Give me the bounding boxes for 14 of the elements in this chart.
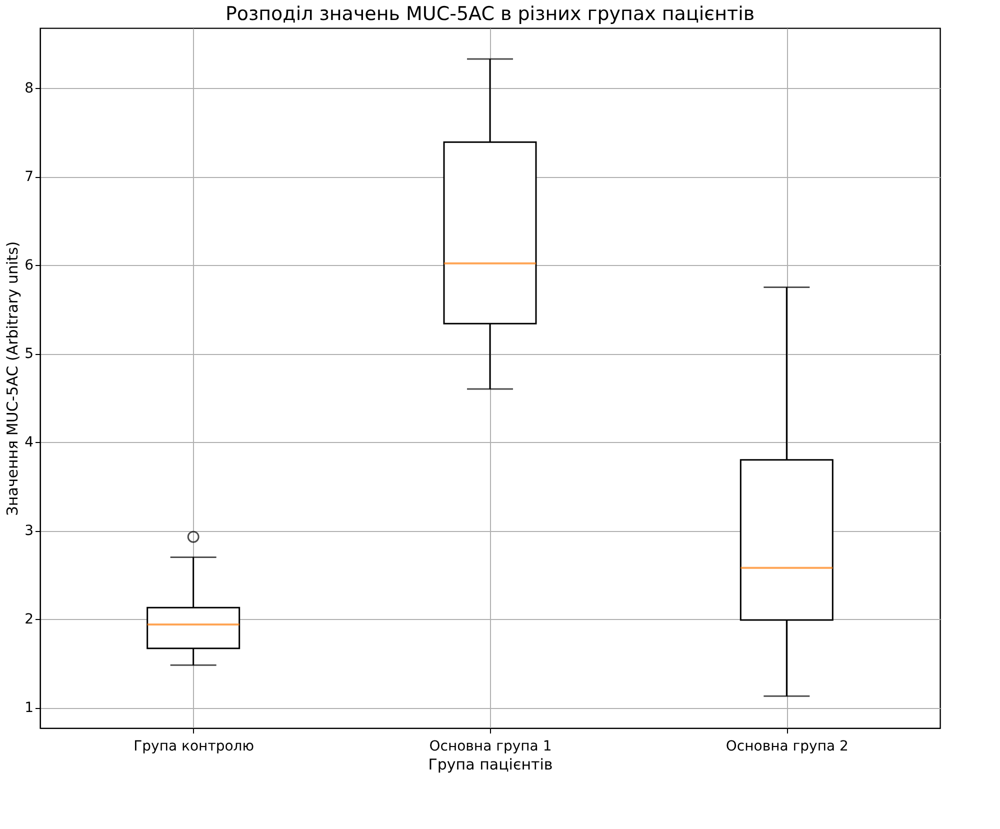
x-tick-label: Група контролю bbox=[134, 738, 254, 754]
chart-title: Розподіл значень MUC-5AC в різних групах пацієнтів bbox=[225, 3, 755, 25]
y-tick-label: 8 bbox=[24, 80, 34, 97]
x-axis-title: Група пацієнтів bbox=[428, 756, 553, 774]
y-tick-label: 2 bbox=[24, 612, 34, 628]
y-tick-label: 6 bbox=[24, 258, 34, 274]
y-tick-label: 5 bbox=[24, 346, 34, 362]
x-tick-label: Основна група 2 bbox=[726, 738, 848, 754]
y-tick-label: 4 bbox=[24, 434, 34, 451]
y-tick-label: 1 bbox=[24, 700, 34, 716]
y-tick-label: 3 bbox=[24, 523, 34, 540]
y-tick-label: 7 bbox=[24, 169, 34, 186]
y-axis-title: Значення MUC-5AC (Arbitrary units) bbox=[4, 241, 22, 516]
x-tick-label: Основна група 1 bbox=[429, 738, 552, 754]
